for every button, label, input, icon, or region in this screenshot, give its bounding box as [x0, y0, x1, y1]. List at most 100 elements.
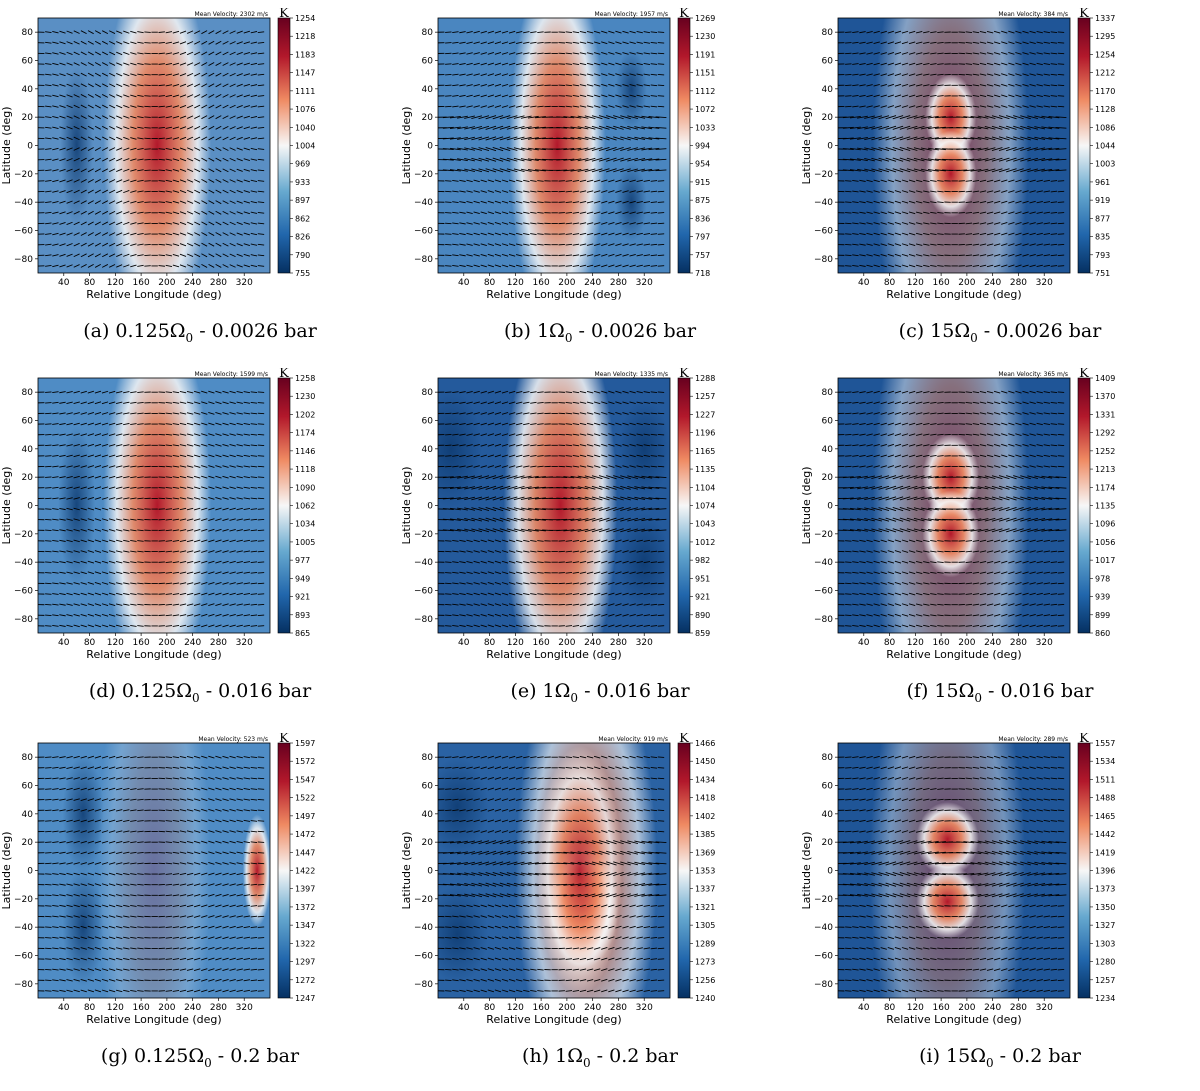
- y-tick-label: 60: [822, 57, 834, 67]
- wind-arrow: [445, 392, 451, 393]
- x-tick-label: 80: [84, 638, 96, 648]
- wind-arrow: [144, 138, 150, 139]
- x-tick-label: 80: [484, 638, 496, 648]
- colorbar-tick-label: 1370: [1095, 392, 1115, 401]
- wind-arrow: [445, 562, 451, 563]
- colorbar-unit: K: [279, 368, 289, 381]
- wind-arrow: [445, 64, 451, 65]
- wind-arrow: [445, 223, 451, 224]
- colorbar-tick-label: 1174: [295, 429, 315, 438]
- wind-arrow: [845, 562, 851, 563]
- colorbar-tick-label: 797: [695, 233, 710, 242]
- wind-arrow: [845, 213, 851, 214]
- colorbar-tick-label: 877: [1095, 214, 1110, 223]
- colorbar-tick-label: 954: [695, 160, 710, 169]
- x-tick-label: 320: [236, 278, 253, 288]
- y-tick-label: −60: [414, 227, 433, 237]
- colorbar-tick-label: 836: [695, 214, 710, 223]
- wind-arrow: [45, 583, 51, 584]
- y-tick-label: −40: [414, 558, 433, 568]
- colorbar-tick-label: 1257: [695, 392, 715, 401]
- wind-arrow: [845, 53, 851, 54]
- wind-arrow: [45, 980, 51, 981]
- x-tick-label: 200: [958, 278, 975, 288]
- colorbar-tick-label: 1135: [695, 465, 715, 474]
- wind-arrow: [144, 191, 150, 192]
- wind-arrow: [845, 392, 851, 393]
- y-tick-label: −40: [14, 558, 33, 568]
- wind-arrow: [45, 530, 51, 531]
- colorbar-tick-label: 951: [695, 574, 710, 583]
- wind-arrow: [845, 456, 851, 457]
- wind-arrow: [845, 551, 851, 552]
- wind-arrow: [445, 255, 451, 256]
- colorbar-tick-label: 949: [295, 574, 310, 583]
- wind-arrow: [845, 96, 851, 97]
- panel-caption: (a) 0.125Ω0 - 0.0026 bar: [0, 320, 400, 345]
- y-tick-label: −20: [414, 530, 433, 540]
- x-tick-label: 280: [210, 638, 227, 648]
- wind-arrow: [144, 96, 150, 97]
- wind-arrow: [45, 969, 51, 970]
- x-tick-label: 160: [533, 638, 550, 648]
- wind-arrow: [845, 615, 851, 616]
- colorbar-tick-label: 1004: [295, 142, 315, 151]
- wind-arrow: [845, 413, 851, 414]
- y-tick-label: 0: [427, 142, 433, 152]
- colorbar-tick-label: 1258: [295, 374, 315, 383]
- colorbar-tick-label: 1331: [1095, 410, 1115, 419]
- x-tick-label: 160: [133, 278, 150, 288]
- colorbar-tick-label: 1118: [295, 465, 315, 474]
- colorbar-tick-label: 751: [1095, 269, 1110, 278]
- x-tick-label: 120: [907, 278, 924, 288]
- y-tick-label: 20: [22, 473, 34, 483]
- y-tick-label: −20: [814, 170, 833, 180]
- y-tick-label: 60: [422, 57, 434, 67]
- wind-arrow: [445, 43, 451, 44]
- wind-arrow: [445, 202, 451, 203]
- y-axis-label: Latitude (deg): [800, 466, 813, 544]
- panel-caption: (e) 1Ω0 - 0.016 bar: [400, 680, 800, 705]
- wind-arrow: [445, 74, 451, 75]
- x-tick-label: 320: [636, 638, 653, 648]
- wind-arrow: [45, 604, 51, 605]
- wind-arrow: [845, 445, 851, 446]
- y-tick-label: 80: [822, 28, 834, 38]
- colorbar-tick-label: 893: [295, 611, 310, 620]
- colorbar-tick-label: 1227: [695, 410, 715, 419]
- y-axis-label: Latitude (deg): [400, 106, 413, 184]
- y-axis-label: Latitude (deg): [800, 106, 813, 184]
- wind-arrow: [45, 562, 51, 563]
- colorbar-tick-label: 1086: [1095, 123, 1115, 132]
- wind-arrow: [445, 191, 451, 192]
- y-tick-label: −80: [814, 615, 833, 625]
- wind-arrow: [445, 456, 451, 457]
- wind-arrow: [45, 573, 51, 574]
- x-tick-label: 40: [458, 638, 470, 648]
- wind-arrow: [445, 424, 451, 425]
- wind-arrow: [445, 213, 451, 214]
- mean-velocity-label: Mean Velocity: 1599 m/s: [195, 371, 268, 378]
- colorbar-tick-label: 1040: [295, 123, 315, 132]
- colorbar-tick-label: 1337: [1095, 14, 1115, 23]
- colorbar-tick-label: 826: [295, 233, 310, 242]
- wind-arrow: [45, 991, 51, 992]
- wind-arrow: [144, 234, 150, 235]
- x-axis-label: Relative Longitude (deg): [86, 288, 221, 301]
- colorbar: [278, 378, 290, 633]
- wind-arrow: [144, 85, 150, 86]
- wind-arrow: [144, 117, 150, 118]
- y-tick-label: 0: [427, 502, 433, 512]
- wind-arrow: [45, 445, 51, 446]
- wind-arrow: [144, 213, 150, 214]
- x-tick-label: 240: [584, 278, 601, 288]
- hot-region: [922, 490, 979, 577]
- wind-arrow: [144, 202, 150, 203]
- colorbar-tick-label: 1288: [695, 374, 715, 383]
- wind-arrow: [445, 96, 451, 97]
- y-tick-label: −60: [14, 227, 33, 237]
- y-tick-label: 80: [822, 388, 834, 398]
